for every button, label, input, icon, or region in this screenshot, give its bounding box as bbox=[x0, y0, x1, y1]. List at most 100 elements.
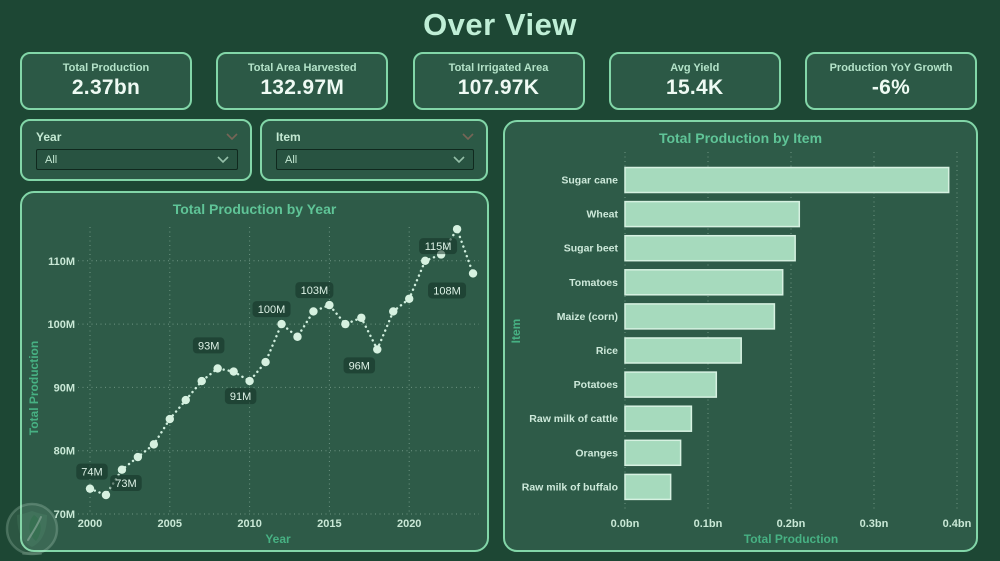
x-tick-label: 2015 bbox=[317, 518, 341, 530]
svg-text:93M: 93M bbox=[198, 340, 219, 352]
chevron-down-icon[interactable] bbox=[453, 155, 465, 164]
kpi-label: Total Irrigated Area bbox=[448, 62, 549, 74]
data-point[interactable] bbox=[373, 345, 382, 354]
data-point[interactable] bbox=[213, 364, 222, 373]
bar[interactable] bbox=[624, 303, 776, 330]
data-point[interactable] bbox=[405, 294, 414, 303]
slicer-item: Item All bbox=[260, 119, 488, 181]
bar-chart-title: Total Production by Item bbox=[658, 130, 823, 146]
data-point[interactable] bbox=[245, 376, 254, 386]
data-point[interactable] bbox=[85, 484, 95, 493]
y-axis-title: Item bbox=[509, 319, 523, 344]
category-label: Tomatoes bbox=[569, 277, 618, 289]
category-label: Maize (corn) bbox=[557, 311, 618, 323]
svg-text:115M: 115M bbox=[425, 241, 452, 253]
data-point[interactable] bbox=[149, 440, 159, 449]
category-label: Raw milk of buffalo bbox=[522, 481, 618, 493]
svg-text:100M: 100M bbox=[258, 304, 286, 316]
svg-text:108M: 108M bbox=[433, 285, 461, 297]
x-axis-title: Total Production bbox=[744, 532, 838, 546]
bar[interactable] bbox=[624, 405, 693, 432]
data-label: 74M bbox=[76, 463, 108, 480]
year-dropdown-value: All bbox=[45, 153, 58, 166]
kpi-label: Production YoY Growth bbox=[829, 62, 953, 74]
x-tick-label: 0.0bn bbox=[611, 518, 640, 530]
svg-text:73M: 73M bbox=[115, 478, 136, 490]
data-point[interactable] bbox=[133, 452, 143, 462]
chevron-down-icon[interactable] bbox=[217, 155, 229, 164]
x-tick-label: 0.3bn bbox=[860, 518, 889, 530]
data-label: 91M bbox=[224, 388, 257, 405]
data-label: 115M bbox=[419, 238, 458, 255]
data-point[interactable] bbox=[101, 490, 111, 500]
data-point[interactable] bbox=[452, 224, 462, 234]
y-axis-title: Total Production bbox=[27, 341, 41, 435]
bar[interactable] bbox=[624, 269, 784, 296]
kpi-value: 132.97M bbox=[260, 76, 345, 99]
data-point[interactable] bbox=[420, 256, 430, 265]
category-label: Sugar beet bbox=[564, 243, 619, 255]
y-tick-label: 80M bbox=[54, 446, 75, 458]
data-point[interactable] bbox=[277, 319, 286, 329]
data-label: 103M bbox=[295, 282, 334, 299]
line-chart-title: Total Production by Year bbox=[172, 201, 337, 217]
bar[interactable] bbox=[624, 473, 672, 501]
category-label: Sugar cane bbox=[561, 175, 618, 187]
item-dropdown-value: All bbox=[285, 153, 298, 166]
data-point[interactable] bbox=[293, 332, 302, 341]
svg-text:91M: 91M bbox=[230, 391, 251, 403]
data-point[interactable] bbox=[229, 367, 238, 376]
page-title: Over View bbox=[423, 7, 577, 42]
data-point[interactable] bbox=[341, 319, 350, 329]
kpi-card: Total Production 2.37bn bbox=[20, 52, 192, 110]
bar[interactable] bbox=[624, 337, 742, 364]
x-tick-label: 0.2bn bbox=[777, 518, 806, 530]
bar[interactable] bbox=[624, 234, 796, 262]
bar[interactable] bbox=[624, 166, 950, 194]
bar[interactable] bbox=[624, 371, 718, 398]
line-chart-panel: 70M 80M 90M 100M 110M 2000 2005 2010 2015 2020 74M… bbox=[20, 191, 489, 552]
kpi-label: Total Area Harvested bbox=[247, 62, 357, 74]
kpi-label: Total Production bbox=[62, 62, 150, 74]
chevron-down-icon[interactable] bbox=[226, 133, 238, 141]
svg-text:96M: 96M bbox=[349, 360, 370, 372]
kpi-card: Total Area Harvested 132.97M bbox=[216, 52, 389, 110]
kpi-value: 107.97K bbox=[457, 76, 540, 99]
kpi-value: -6% bbox=[871, 76, 911, 99]
slicer-year-header: Year bbox=[36, 128, 238, 146]
data-point[interactable] bbox=[197, 376, 206, 386]
kpi-value: 15.4K bbox=[665, 76, 724, 99]
chevron-down-icon[interactable] bbox=[462, 133, 474, 141]
x-tick-label: 2005 bbox=[158, 518, 182, 530]
x-tick-label: 2000 bbox=[78, 518, 102, 530]
y-tick-label: 100M bbox=[47, 319, 75, 331]
svg-text:74M: 74M bbox=[81, 467, 102, 479]
data-label: 73M bbox=[110, 475, 142, 492]
kpi-card: Avg Yield 15.4K bbox=[608, 52, 781, 110]
category-label: Oranges bbox=[575, 447, 618, 459]
bar[interactable] bbox=[624, 200, 801, 228]
slicer-year: Year All bbox=[20, 119, 252, 181]
x-tick-label: 0.4bn bbox=[943, 518, 972, 530]
bar[interactable] bbox=[624, 439, 682, 467]
data-point[interactable] bbox=[181, 395, 190, 405]
data-point[interactable] bbox=[325, 300, 334, 310]
y-tick-label: 70M bbox=[54, 509, 75, 521]
item-dropdown[interactable]: All bbox=[276, 149, 474, 170]
year-dropdown[interactable]: All bbox=[36, 149, 238, 170]
data-point[interactable] bbox=[261, 357, 270, 367]
data-point[interactable] bbox=[468, 269, 478, 278]
data-point[interactable] bbox=[389, 307, 398, 316]
data-point[interactable] bbox=[309, 307, 318, 316]
kpi-card: Production YoY Growth -6% bbox=[805, 52, 977, 110]
data-point[interactable] bbox=[357, 313, 366, 322]
kpi-value: 2.37bn bbox=[71, 76, 141, 99]
slicer-item-label: Item bbox=[276, 130, 301, 144]
data-label: 100M bbox=[252, 301, 291, 318]
bar-chart-svg: 0.0bn 0.1bn 0.2bn 0.3bn 0.4bn Sugar cane Wheat… bbox=[509, 152, 972, 546]
y-tick-label: 90M bbox=[54, 382, 75, 394]
data-point[interactable] bbox=[165, 414, 174, 424]
data-point[interactable] bbox=[117, 465, 127, 474]
category-label: Rice bbox=[596, 345, 618, 357]
